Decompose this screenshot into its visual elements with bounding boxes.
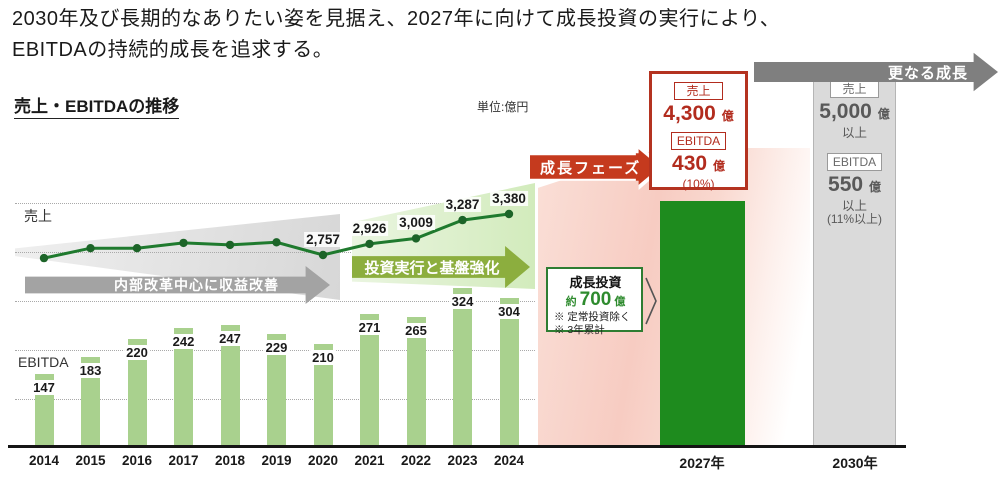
sales-value-label: 3,287 — [443, 197, 482, 213]
year-label-2014: 2014 — [28, 453, 60, 468]
ebitda-bar-2022 — [406, 316, 426, 447]
chevron-pointer-icon — [645, 277, 657, 325]
ebitda-value-label: 247 — [217, 331, 243, 347]
ebitda-bar-2019 — [267, 334, 286, 447]
investment-note1: ※ 定常投資除く — [554, 311, 631, 323]
ebitda-value-label: 147 — [31, 380, 57, 396]
ebitda-target-2027-value: 430 — [672, 152, 708, 175]
gridline-500 — [15, 202, 535, 204]
investment-note2: ※ 3年累計 — [554, 323, 605, 336]
year-label-2018: 2018 — [214, 453, 246, 468]
ebitda-value-label: 220 — [124, 344, 150, 360]
ebitda-value-label: 210 — [310, 349, 336, 365]
investment-title: 成長投資 — [569, 275, 622, 290]
sales-target-2030-unit: 億 — [877, 107, 890, 121]
ebitda-target-2030-value: 550 — [828, 173, 864, 196]
ebitda-bar-2015 — [81, 356, 100, 447]
unit-label: 単位:億円 — [477, 100, 529, 114]
year-label-2027: 2027年 — [679, 455, 725, 471]
bar-2030: 売上 5,000 億 以上 EBITDA 550 億 以上 (11%以上) — [813, 71, 896, 446]
ebitda-value-label: 229 — [263, 340, 290, 356]
year-label-2022: 2022 — [400, 453, 432, 468]
ebitda-margin-2027: (10%) — [682, 177, 715, 191]
ebitda-bar-2023 — [453, 287, 472, 447]
ebitda-value-label: 183 — [77, 362, 104, 378]
sales-target-2027-unit: 億 — [721, 109, 734, 123]
sales-value-label: 3,380 — [490, 190, 528, 206]
headline-line1: 2030年及び長期的なありたい姿を見据え、2027年に向けて成長投資の実行により… — [12, 8, 781, 30]
year-label-2016: 2016 — [121, 453, 153, 468]
ebitda-tag-2027: EBITDA — [670, 132, 727, 150]
year-label-2021: 2021 — [354, 453, 385, 468]
sales-value-label: 2,757 — [304, 231, 342, 247]
ebitda-bar-2018 — [220, 325, 240, 447]
investment-unit: 億 — [614, 296, 626, 308]
ebitda-bar-2020 — [313, 343, 333, 447]
investment-value: 約 700 億 — [554, 289, 637, 311]
sales-series-label: 売上 — [24, 208, 52, 224]
investment-prefix: 約 — [565, 296, 577, 308]
ebitda-value-label: 265 — [403, 322, 429, 338]
year-label-2024: 2024 — [493, 453, 525, 468]
year-label-2015: 2015 — [75, 453, 106, 468]
sales-tag-2027: 売上 — [674, 82, 723, 100]
gridline-300 — [15, 300, 535, 302]
sales-target-2030-value: 5,000 — [819, 100, 872, 123]
sales-tag-2030: 売上 — [830, 80, 879, 98]
ebitda-bar-2024 — [499, 297, 519, 447]
ebitda-value-label: 304 — [496, 303, 522, 319]
year-label-2020: 2020 — [307, 453, 339, 468]
sales-target-2030: 5,000 億 — [819, 100, 889, 126]
ebitda-target-2030: 550 億 — [828, 173, 881, 199]
growth-investment-box: 成長投資 約 700 億 ※ 定常投資除く ※ 3年累計 — [546, 267, 643, 336]
chart-title: 売上・EBITDAの推移 — [14, 92, 180, 119]
ebitda-margin-2030: (11%以上) — [826, 212, 883, 226]
target-box-2027: 売上 4,300 億 EBITDA 430 億 (10%) — [649, 71, 748, 191]
sales-value-label: 2,926 — [350, 220, 389, 236]
headline-line2: EBITDAの持続的成長を追求する。 — [12, 39, 334, 61]
sales-target-2027: 4,300 億 — [663, 102, 733, 128]
ebitda-tag-2030: EBITDA — [826, 153, 883, 171]
x-axis — [8, 445, 906, 448]
investment-amount: 700 — [579, 289, 612, 310]
ebitda-series-label: EBITDA — [18, 354, 69, 370]
ebitda-target-2027-unit: 億 — [712, 159, 725, 173]
ebitda-value-label: 242 — [170, 333, 197, 349]
ebitda-value-label: 324 — [449, 293, 476, 309]
ebitda-bar-2021 — [360, 313, 379, 447]
ebitda-bar-2016 — [127, 338, 147, 447]
sales-target-2027-value: 4,300 — [663, 102, 716, 125]
ebitda-bar-2017 — [174, 327, 193, 447]
ebitda-target-2027: 430 億 — [672, 152, 725, 178]
further-growth-label: 更なる成長 — [887, 64, 968, 82]
ebitda-value-label: 271 — [356, 319, 383, 335]
ebitda-target-2030-more: 以上 — [841, 199, 867, 213]
ebitda-target-2030-unit: 億 — [868, 180, 881, 194]
year-label-2030: 2030年 — [832, 455, 878, 471]
year-label-2023: 2023 — [447, 453, 478, 468]
year-label-2019: 2019 — [261, 453, 292, 468]
sales-value-label: 3,009 — [397, 215, 435, 231]
slide-headline: 2030年及び長期的なありたい姿を見据え、2027年に向けて成長投資の実行により… — [12, 4, 780, 66]
bar-2027 — [660, 201, 745, 446]
sales-target-2030-more: 以上 — [841, 126, 867, 140]
year-label-2017: 2017 — [168, 453, 199, 468]
